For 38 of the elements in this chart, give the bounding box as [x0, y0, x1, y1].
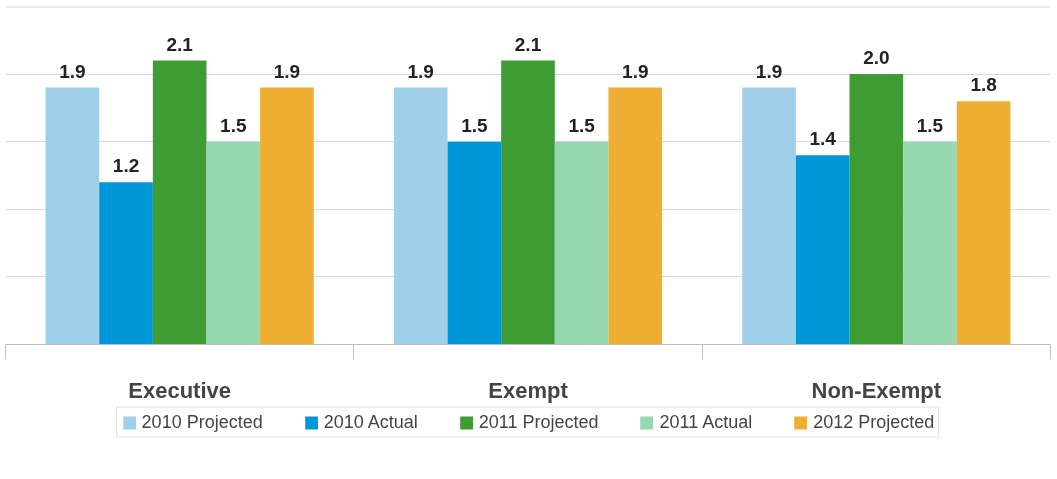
bar [501, 60, 555, 345]
legend-label: 2012 Projected [813, 411, 935, 433]
data-label: 1.5 [568, 114, 596, 136]
data-label: 1.2 [112, 155, 140, 177]
data-label: 1.5 [461, 114, 488, 136]
data-label: 1.5 [220, 114, 247, 136]
legend-label: 2010 Projected [141, 411, 263, 433]
data-label: 1.9 [407, 60, 434, 82]
x-tick-label: Exempt [488, 377, 569, 403]
data-label: 1.9 [273, 60, 301, 82]
legend-label: 2010 Actual [323, 411, 418, 433]
data-label: 1.4 [809, 128, 837, 150]
data-label: 1.9 [59, 60, 86, 82]
bar [903, 141, 957, 345]
bar [849, 74, 904, 345]
x-tick-label: Executive [128, 377, 232, 403]
data-label: 1.8 [970, 74, 997, 96]
bar [206, 141, 261, 345]
bar [795, 155, 850, 345]
data-label: 2.1 [166, 33, 194, 55]
bar [447, 141, 502, 345]
bar [260, 87, 314, 345]
data-label: 1.9 [622, 60, 649, 82]
bar [956, 101, 1011, 345]
data-label: 2.1 [514, 33, 542, 55]
data-label: 1.9 [755, 60, 783, 82]
x-tick-label: Non-Exempt [811, 377, 942, 403]
data-label: 1.5 [916, 114, 944, 136]
data-label: 2.0 [863, 47, 890, 69]
bar [742, 87, 796, 345]
legend-label: 2011 Projected [478, 411, 599, 433]
bar [152, 60, 207, 345]
legend-label: 2011 Actual [659, 411, 753, 433]
bar [608, 87, 663, 345]
bar [393, 87, 448, 345]
bar [554, 141, 609, 345]
bar [99, 182, 153, 345]
bar [45, 87, 100, 345]
